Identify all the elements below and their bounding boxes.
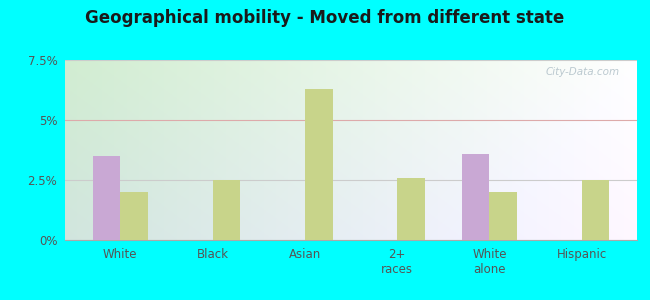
Bar (305, 89, 333, 240)
Bar (93, 156, 120, 240)
Bar (489, 192, 517, 240)
Text: City-Data.com: City-Data.com (546, 67, 620, 77)
Bar (213, 180, 240, 240)
Bar (582, 180, 609, 240)
Bar (120, 192, 148, 240)
Text: Geographical mobility - Moved from different state: Geographical mobility - Moved from diffe… (85, 9, 565, 27)
Bar (462, 154, 489, 240)
Bar (397, 178, 425, 240)
